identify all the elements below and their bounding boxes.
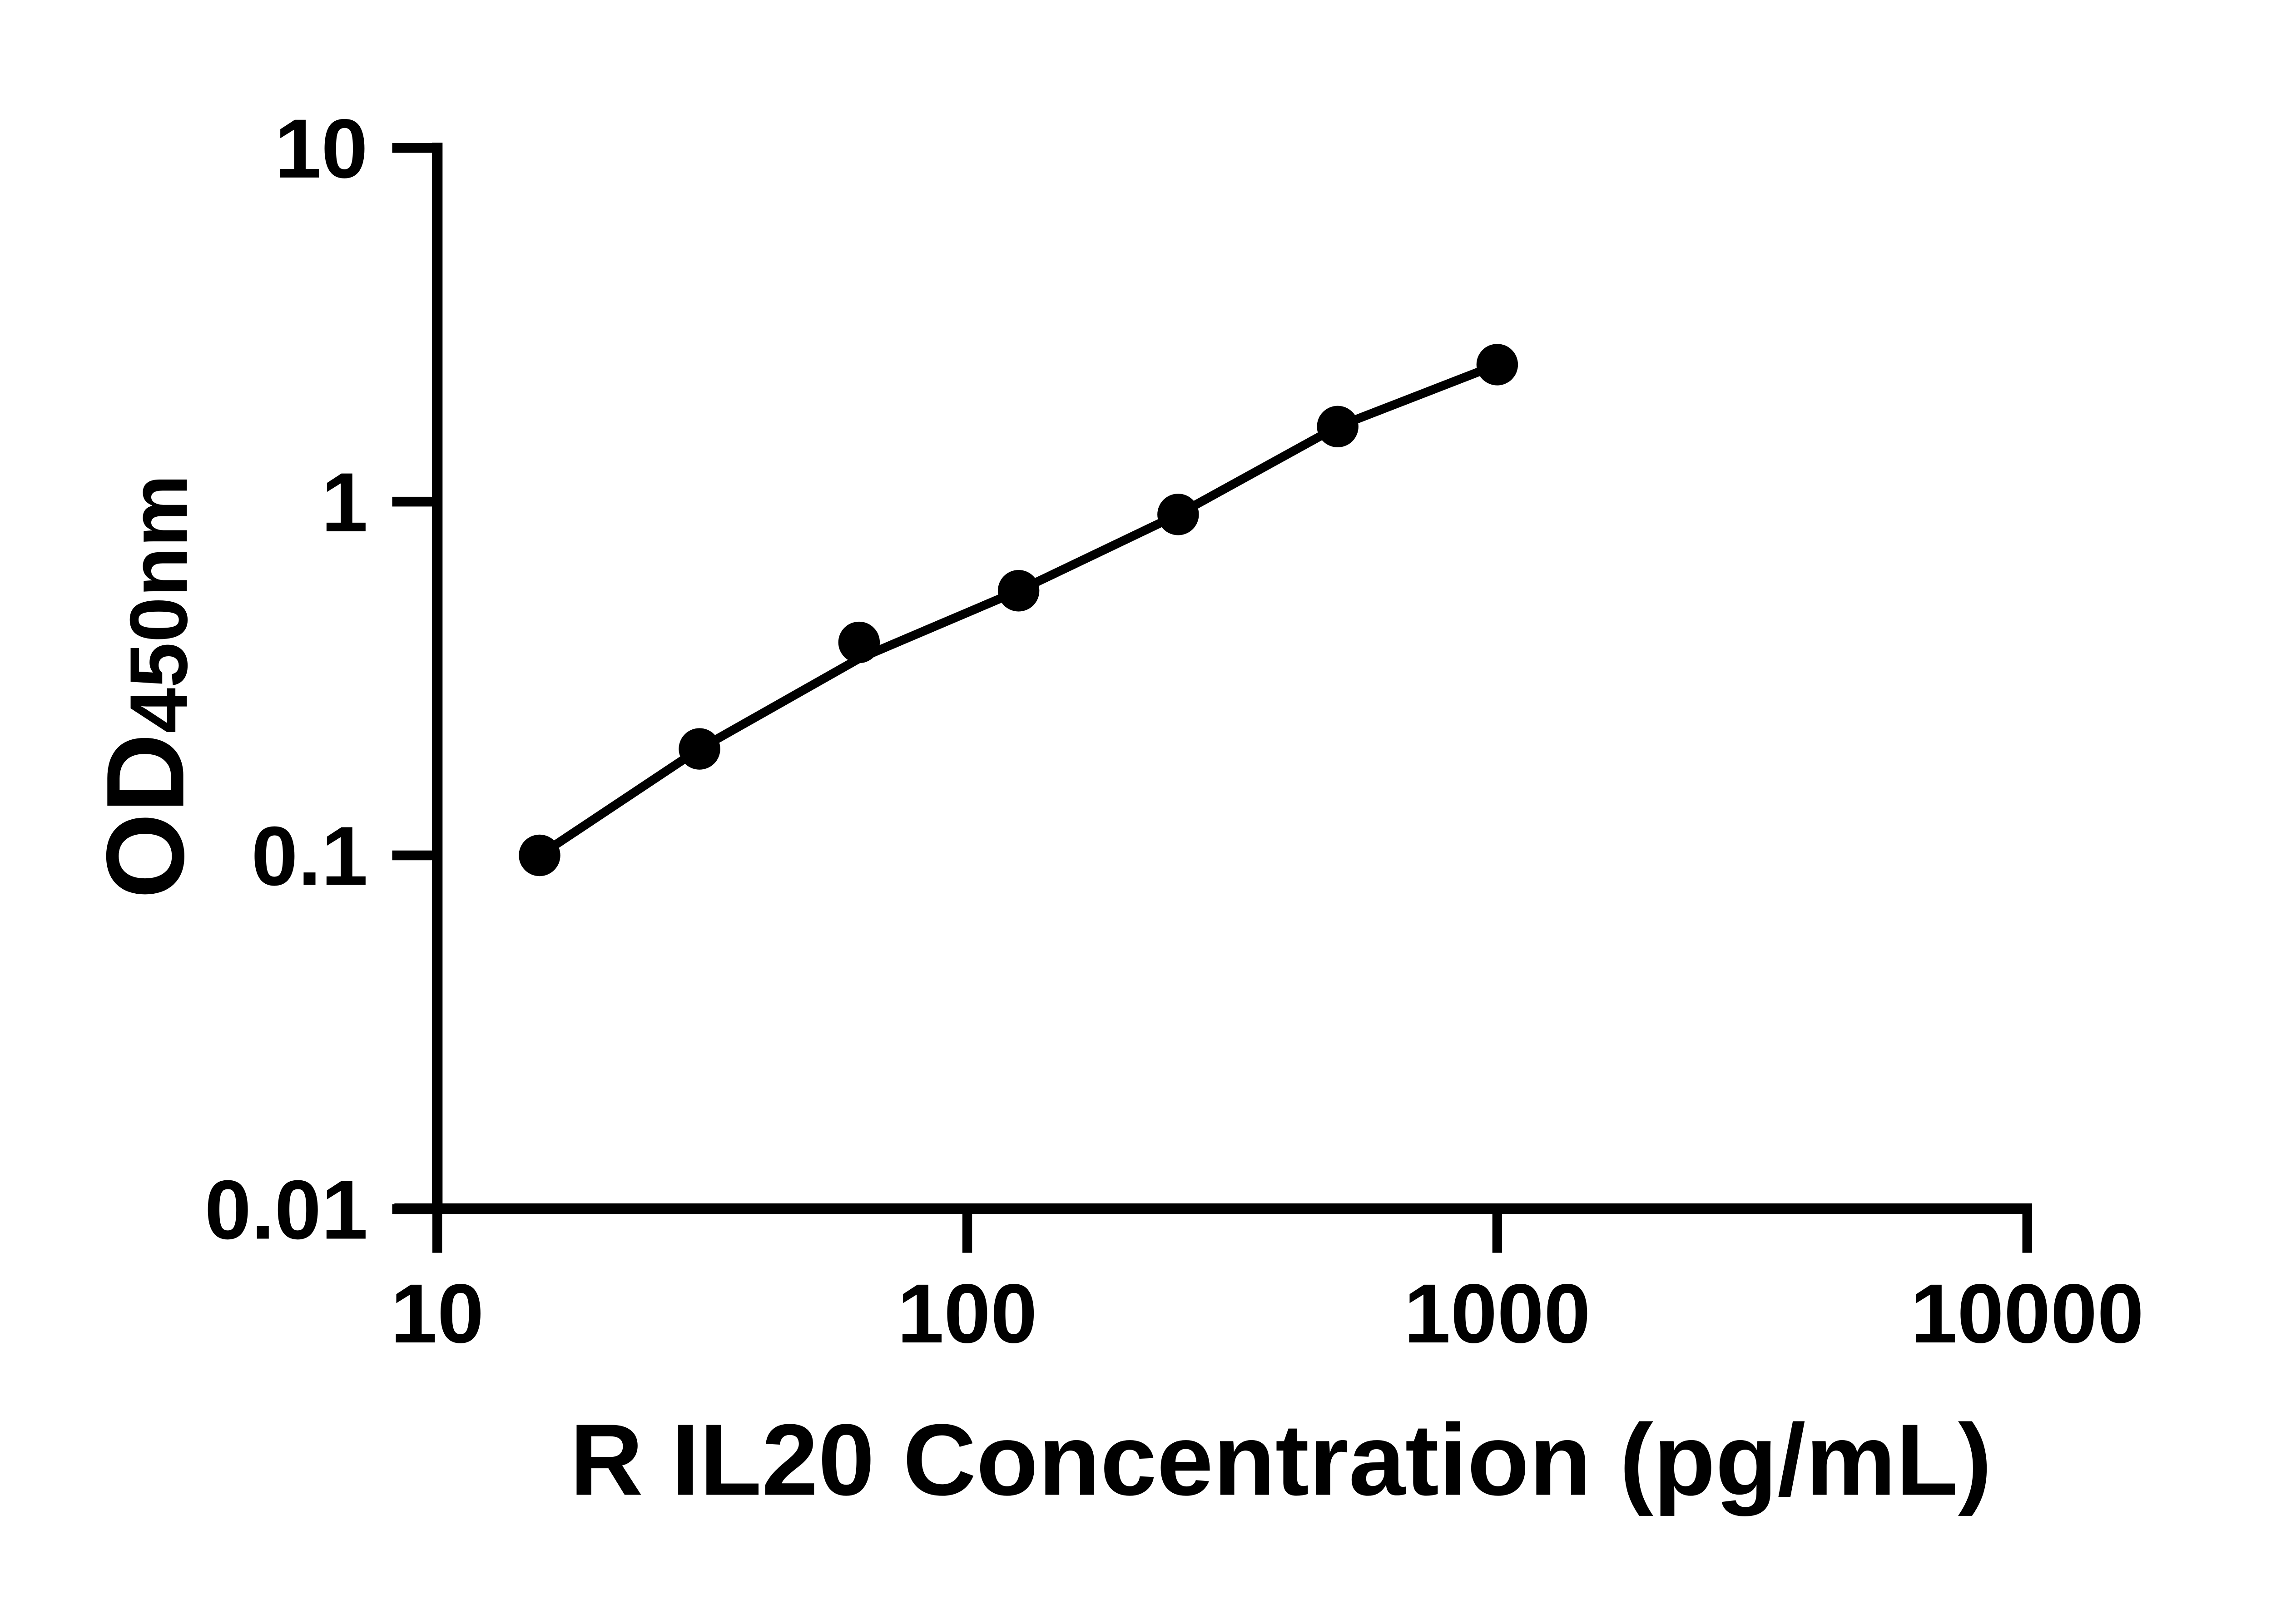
x-axis-title: R IL20 Concentration (pg/mL) xyxy=(570,1404,1992,1517)
data-point xyxy=(1317,406,1359,448)
data-point xyxy=(1476,344,1518,386)
y-tick-label-1: 1 xyxy=(321,456,368,550)
x-tick-label-10: 10 xyxy=(391,1267,484,1361)
y-axis-ticks xyxy=(392,143,437,1214)
data-point xyxy=(679,728,720,770)
x-tick-labels: 10 100 1000 10000 xyxy=(391,1267,2144,1361)
axes xyxy=(392,143,2032,1253)
y-axis-title-subscript: 450nm xyxy=(113,475,204,733)
y-axis-title: OD450nm xyxy=(84,475,207,899)
x-tick-label-10000: 10000 xyxy=(1910,1267,2144,1361)
x-axis-ticks xyxy=(432,1208,2032,1253)
y-tick-label-10: 10 xyxy=(275,102,368,196)
data-point xyxy=(997,570,1040,612)
y-tick-label-0.1: 0.1 xyxy=(251,810,368,903)
data-series-layer xyxy=(519,344,1518,876)
data-point xyxy=(1157,494,1199,535)
standard-curve-chart: 10 1 0.1 0.01 10 100 1000 10000 R IL20 C… xyxy=(83,102,2144,1517)
figure: 10 1 0.1 0.01 10 100 1000 10000 R IL20 C… xyxy=(83,102,2144,1517)
data-point xyxy=(519,834,560,876)
data-point xyxy=(838,621,880,663)
y-tick-labels: 10 1 0.1 0.01 xyxy=(204,102,368,1257)
x-tick-label-100: 100 xyxy=(897,1267,1037,1361)
y-tick-label-0.01: 0.01 xyxy=(204,1164,368,1257)
y-axis-title-main: OD xyxy=(84,733,207,899)
x-tick-label-1000: 1000 xyxy=(1404,1267,1591,1361)
